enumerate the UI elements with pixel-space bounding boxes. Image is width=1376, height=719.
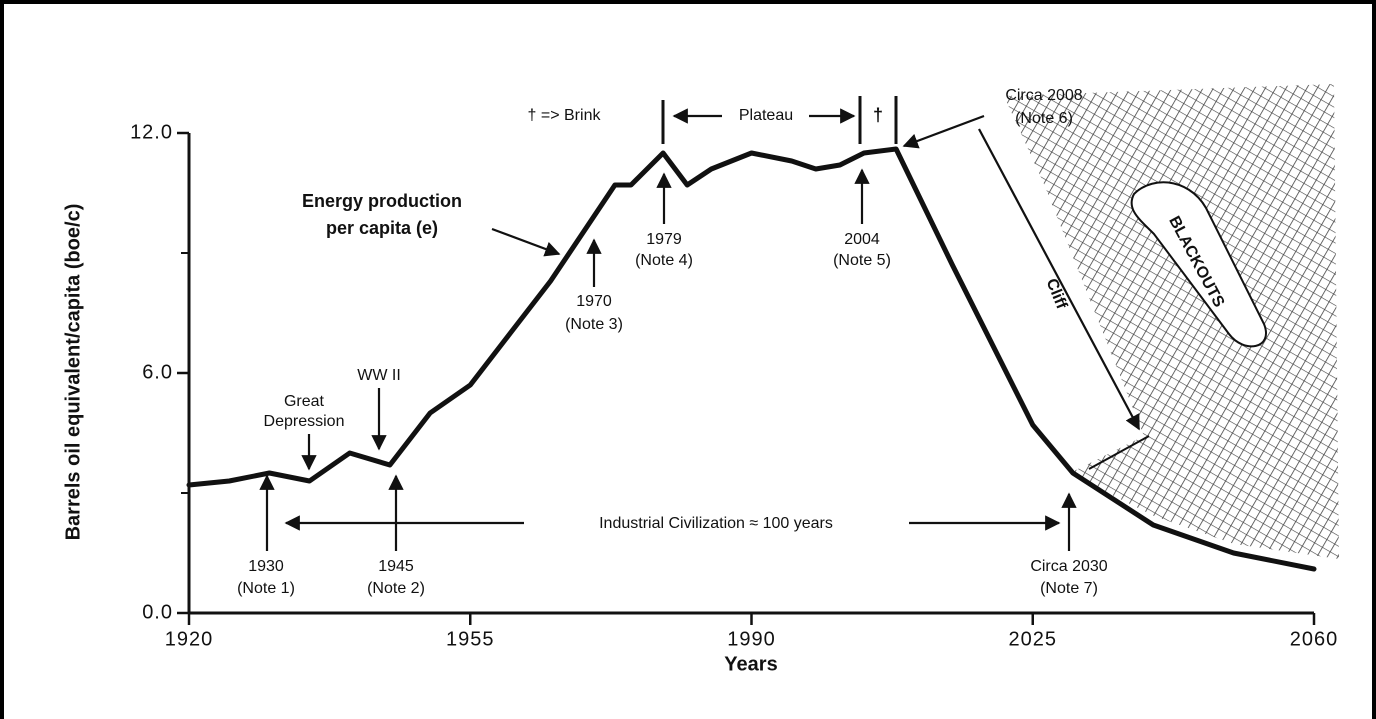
x-tick-label: 1990 <box>727 628 776 650</box>
annotation: (Note 7) <box>1040 580 1098 597</box>
annotation: 1945 <box>378 558 414 575</box>
arrow <box>491 227 561 257</box>
x-tick-label: 1955 <box>446 628 495 650</box>
annotation: Circa 2008 <box>1005 87 1082 104</box>
annotation: 2004 <box>844 231 880 248</box>
annotation: Energy production <box>302 191 462 211</box>
blackout-label-bg <box>1130 181 1267 348</box>
annotation: (Note 2) <box>367 580 425 597</box>
chart: † => Brink Plateau † Circa 2008 (Note 6)… <box>62 84 1339 675</box>
annotation: Cliff <box>1043 276 1071 312</box>
annotation: (Note 4) <box>635 252 693 269</box>
annotation: Circa 2030 <box>1030 558 1107 575</box>
annotation: † <box>873 105 883 125</box>
annotation: Great <box>284 393 325 410</box>
annotation: 1970 <box>576 293 612 310</box>
annotation: † => Brink <box>528 107 602 124</box>
annotation: WW II <box>357 367 401 384</box>
y-tick-label: 0.0 <box>142 601 173 623</box>
y-tick-label: 12.0 <box>130 121 173 143</box>
x-tick-label: 2060 <box>1290 628 1339 650</box>
annotation: Plateau <box>739 107 793 124</box>
annotation: Depression <box>264 413 345 430</box>
cliff-edge <box>1088 435 1150 470</box>
annotation: per capita (e) <box>326 218 438 238</box>
annotation: Industrial Civilization ≈ 100 years <box>599 515 833 532</box>
x-tick-label: 2025 <box>1009 628 1058 650</box>
annotation: (Note 3) <box>565 316 623 333</box>
arrow <box>902 114 985 149</box>
annotation: (Note 5) <box>833 252 891 269</box>
cliff-arrow <box>978 128 1140 431</box>
annotation: (Note 6) <box>1015 110 1073 127</box>
annotation: (Note 1) <box>237 580 295 597</box>
annotation: 1979 <box>646 231 682 248</box>
annotation: 1930 <box>248 558 284 575</box>
x-axis-title: Years <box>724 653 777 675</box>
blackout-area <box>1004 84 1339 559</box>
x-tick-label: 1920 <box>165 628 214 650</box>
y-tick-label: 6.0 <box>142 361 173 383</box>
data-line <box>186 146 1317 572</box>
y-axis-title: Barrels oil equivalent/capita (boe/c) <box>62 204 84 541</box>
